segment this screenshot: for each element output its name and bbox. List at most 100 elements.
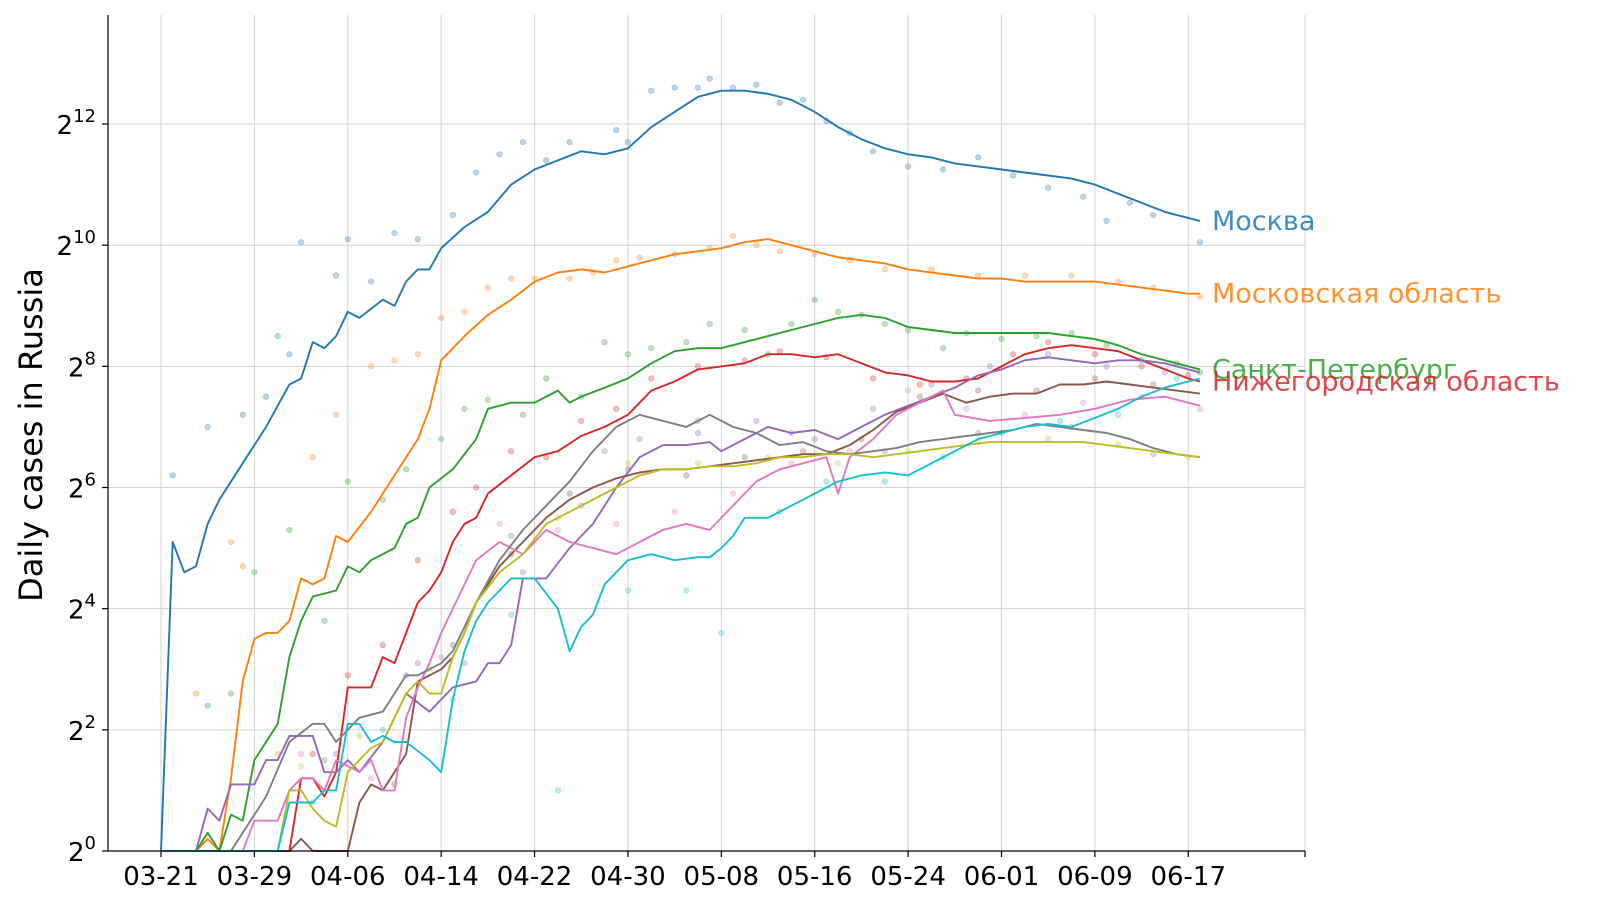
data-dot <box>741 454 748 461</box>
series-labels-layer: Москва Московская область Санкт-ПетербургН… <box>1212 206 1560 398</box>
y-tick-base: 2 <box>68 475 85 505</box>
data-dot <box>869 405 877 412</box>
data-dot <box>776 99 783 106</box>
data-dot <box>1010 351 1017 358</box>
data-dot <box>508 532 515 540</box>
series-label: Санкт-Петербург <box>1212 354 1457 385</box>
data-dot <box>438 654 445 661</box>
data-dot <box>566 490 573 497</box>
data-dot <box>449 211 456 219</box>
data-dot <box>169 472 176 479</box>
data-dot <box>391 229 398 237</box>
data-dot <box>729 84 737 91</box>
data-dot <box>998 336 1005 343</box>
data-dot <box>613 520 620 527</box>
data-dot <box>1021 272 1028 279</box>
data-dot <box>414 236 421 243</box>
data-dot <box>461 405 468 412</box>
series-line <box>161 389 1201 852</box>
x-tick-label: 03-29 <box>217 862 293 892</box>
data-dot <box>928 381 935 388</box>
data-dot <box>297 763 305 770</box>
data-dot <box>881 320 888 328</box>
data-dot <box>601 339 608 346</box>
y-tick-base: 2 <box>57 232 74 262</box>
data-dot <box>811 435 818 443</box>
data-dot <box>881 266 888 273</box>
data-dot <box>286 526 293 534</box>
series-line <box>161 238 1200 852</box>
data-dot <box>869 375 877 382</box>
data-dot <box>192 690 200 697</box>
data-dot <box>566 139 573 146</box>
series-line <box>161 356 1201 852</box>
data-dot <box>578 417 585 424</box>
data-dot <box>379 726 386 733</box>
data-dot <box>204 423 211 431</box>
x-tick-label: 05-08 <box>684 862 760 892</box>
data-dot <box>624 460 632 467</box>
y-tick-exponent: 10 <box>73 227 96 248</box>
data-dot <box>297 239 305 246</box>
data-dot <box>636 435 643 443</box>
y-tick-label: 22 <box>68 712 96 747</box>
data-dot <box>227 690 235 697</box>
data-dot <box>274 332 281 340</box>
data-dot <box>753 81 760 88</box>
data-dot <box>613 405 620 412</box>
data-dot <box>916 393 923 400</box>
data-dot <box>414 351 421 358</box>
data-dot <box>227 538 235 546</box>
data-dot <box>473 169 480 176</box>
data-dot <box>496 520 503 527</box>
data-dot <box>799 96 807 103</box>
x-tick-label: 04-22 <box>497 862 573 892</box>
data-dot <box>286 351 293 358</box>
data-dot <box>368 278 375 285</box>
data-dot <box>1196 239 1204 246</box>
data-dot <box>1115 411 1122 418</box>
y-tick-exponent: 12 <box>73 106 96 127</box>
y-tick-exponent: 4 <box>85 591 96 612</box>
data-dot <box>601 448 608 455</box>
data-dot <box>1080 399 1087 406</box>
data-dot <box>508 611 515 618</box>
data-dot <box>1045 351 1052 358</box>
data-dot <box>718 629 725 637</box>
series-label: Московская область <box>1212 279 1501 310</box>
data-dot <box>1068 272 1075 279</box>
data-dot <box>788 320 795 328</box>
y-tick-label: 24 <box>68 591 96 626</box>
data-dot <box>683 587 690 594</box>
data-dot <box>239 411 246 418</box>
data-dot <box>508 448 515 455</box>
data-dot <box>1103 217 1110 225</box>
data-dot <box>1033 332 1040 340</box>
data-dot <box>1080 193 1087 200</box>
x-tick-label: 06-17 <box>1150 862 1226 892</box>
data-dot <box>1150 211 1157 219</box>
data-dot <box>414 660 421 667</box>
data-dot <box>729 233 737 240</box>
data-dot <box>438 314 445 321</box>
data-dot <box>940 345 947 352</box>
data-dot <box>776 248 783 255</box>
y-tick-label: 26 <box>68 470 96 505</box>
x-tick-label: 05-16 <box>777 862 853 892</box>
data-dot <box>694 429 702 437</box>
y-tick-exponent: 8 <box>85 348 96 369</box>
data-dot <box>834 308 842 315</box>
data-dot <box>963 405 970 412</box>
series-line <box>161 344 1201 852</box>
data-dot <box>741 326 748 334</box>
data-dot <box>519 569 526 576</box>
y-tick-label: 28 <box>68 348 96 383</box>
data-dot <box>356 732 363 739</box>
data-dot <box>975 387 982 394</box>
data-dot <box>309 750 316 758</box>
data-dot <box>1045 184 1052 191</box>
data-dot <box>694 460 702 467</box>
data-dot <box>613 127 620 134</box>
